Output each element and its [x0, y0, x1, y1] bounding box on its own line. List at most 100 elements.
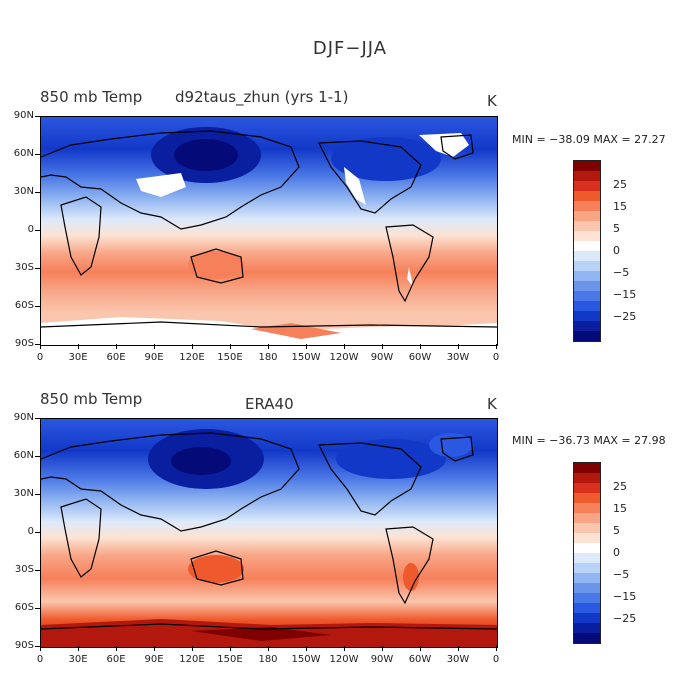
panel1-colorbar-segment: [574, 331, 600, 341]
panel2-lon-tick-mark: [496, 646, 497, 651]
panel1-lon-tick-mark: [306, 344, 307, 349]
panel1-colorbar-segment: [574, 271, 600, 281]
panel1-lat-tick-mark: [35, 154, 40, 155]
panel1-colorbar-label: −25: [613, 310, 637, 323]
panel1-lon-tick-label: 60W: [408, 352, 432, 363]
panel1-lon-tick-label: 0: [492, 352, 500, 363]
panel2-cold-core-inner: [171, 447, 231, 475]
panel1-lon-tick-mark: [268, 344, 269, 349]
panel1-lon-tick-label: 90W: [370, 352, 394, 363]
panel2-colorbar-segment: [574, 573, 600, 583]
panel1-colorbar-segment: [574, 251, 600, 261]
panel1-lon-tick-label: 0: [36, 352, 44, 363]
panel2-colorbar-segment: [574, 483, 600, 493]
panel1-missing-andes: [407, 267, 413, 287]
panel1-colorbar-label: −15: [613, 288, 637, 301]
panel2-cold-north-america: [336, 439, 446, 479]
panel2-colorbar-label: −25: [613, 612, 637, 625]
panel2-lat-tick-mark: [35, 456, 40, 457]
panel2-lon-tick-mark: [230, 646, 231, 651]
panel2-colorbar-label: −15: [613, 590, 637, 603]
panel1-colorbar-segment: [574, 201, 600, 211]
panel2-warm-australia: [188, 555, 244, 583]
panel2-lat-tick-label: 90S: [14, 640, 34, 651]
panel1-lon-tick-label: 30W: [446, 352, 470, 363]
panel1-lat-tick-mark: [35, 306, 40, 307]
panel2-lat-tick-label: 0: [27, 526, 34, 537]
figure-title: DJF−JJA: [312, 38, 388, 59]
panel2-colorbar-segment: [574, 633, 600, 643]
panel1-lon-tick-mark: [382, 344, 383, 349]
panel1-lat-tick-mark: [35, 344, 40, 345]
panel2-units-label: K: [487, 395, 497, 413]
panel2-colorbar-segment: [574, 463, 600, 473]
panel2-lon-tick-mark: [382, 646, 383, 651]
panel2-lat-tick-label: 30S: [14, 564, 34, 575]
panel1-missing-greenland: [419, 133, 469, 157]
panel1-colorbar-segment: [574, 281, 600, 291]
panel2-colorbar-label: 25: [613, 480, 627, 493]
panel2-lon-tick-mark: [306, 646, 307, 651]
panel2-case-label: ERA40: [245, 395, 294, 413]
panel1-colorbar-segment: [574, 301, 600, 311]
panel1-min-max: MIN = −38.09 MAX = 27.27: [512, 133, 666, 146]
panel1-lon-tick-label: 60E: [106, 352, 126, 363]
panel2-lat-tick-label: 90N: [13, 412, 34, 423]
panel2-lon-tick-mark: [458, 646, 459, 651]
panel2-lat-tick-label: 30N: [13, 488, 34, 499]
panel2-colorbar-label: 15: [613, 502, 627, 515]
panel2-lon-tick-label: 90E: [144, 654, 164, 665]
panel2-lon-tick-mark: [268, 646, 269, 651]
panel1-lon-tick-label: 180: [258, 352, 278, 363]
panel2-warm-south-america: [403, 563, 419, 591]
panel1-lat-tick-label: 60N: [13, 148, 34, 159]
panel1-lon-tick-mark: [116, 344, 117, 349]
panel1-lon-tick-mark: [78, 344, 79, 349]
panel2-colorbar-segment: [574, 493, 600, 503]
panel1-missing-rockies: [344, 167, 366, 205]
panel1-lon-tick-mark: [154, 344, 155, 349]
panel2-lon-tick-label: 0: [36, 654, 44, 665]
panel1-cold-core-inner: [174, 139, 238, 171]
panel2-colorbar-segment: [574, 563, 600, 573]
panel2-lon-tick-label: 120E: [179, 654, 205, 665]
panel2-lon-tick-label: 60E: [106, 654, 126, 665]
panel2-lon-tick-mark: [40, 646, 41, 651]
panel2-coastlines: [41, 432, 497, 630]
panel2-lon-tick-mark: [420, 646, 421, 651]
panel2-colorbar-segment: [574, 623, 600, 633]
panel1-variable-label: 850 mb Temp: [40, 88, 143, 106]
panel2-colorbar-label: 0: [613, 546, 620, 559]
panel1-lat-tick-label: 90N: [13, 110, 34, 121]
panel2-colorbar-segment: [574, 533, 600, 543]
panel1-map: [40, 116, 498, 346]
panel1-colorbar-segment: [574, 231, 600, 241]
panel1-colorbar: [573, 160, 601, 342]
panel2-lon-tick-mark: [78, 646, 79, 651]
panel1-lon-tick-mark: [192, 344, 193, 349]
panel1-lat-tick-mark: [35, 192, 40, 193]
panel2-colorbar-segment: [574, 603, 600, 613]
panel1-lat-tick-label: 30S: [14, 262, 34, 273]
panel2-lon-tick-mark: [154, 646, 155, 651]
panel1-cold-north-america: [331, 137, 441, 181]
panel2-lon-tick-mark: [116, 646, 117, 651]
panel1-map-svg: [41, 117, 497, 345]
panel1-lon-tick-label: 150E: [217, 352, 243, 363]
panel1-lon-tick-mark: [230, 344, 231, 349]
panel1-colorbar-label: 0: [613, 244, 620, 257]
panel2-lat-tick-label: 60N: [13, 450, 34, 461]
panel1-colorbar-label: 15: [613, 200, 627, 213]
panel2-cold-greenland: [429, 433, 473, 457]
panel1-lat-tick-mark: [35, 268, 40, 269]
panel2-map-svg: [41, 419, 497, 647]
panel1-colorbar-segment: [574, 211, 600, 221]
panel1-warm-australia: [188, 251, 244, 279]
panel2-colorbar-segment: [574, 613, 600, 623]
panel1-missing-tibet: [136, 173, 186, 197]
panel1-colorbar-segment: [574, 181, 600, 191]
panel2-colorbar-label: −5: [613, 568, 630, 581]
panel2-colorbar-segment: [574, 583, 600, 593]
panel1-lon-tick-label: 90E: [144, 352, 164, 363]
panel1-lat-tick-label: 90S: [14, 338, 34, 349]
